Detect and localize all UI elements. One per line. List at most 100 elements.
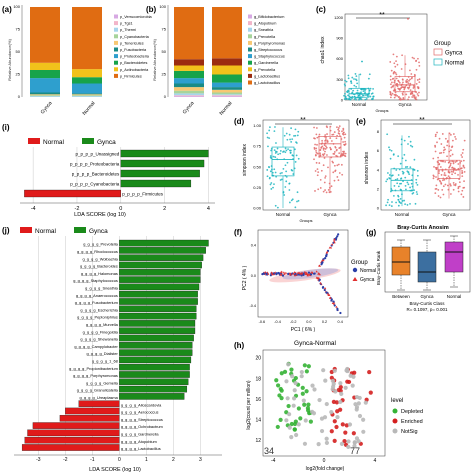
panel-c-normal-point bbox=[352, 89, 355, 92]
panel-e-normal-point bbox=[409, 186, 411, 189]
legend-label-9: p_Firmicutes bbox=[120, 74, 142, 78]
panel-h-depleted-point bbox=[289, 367, 294, 372]
panel-d-normal-point bbox=[268, 166, 271, 169]
panel-d-frame bbox=[262, 119, 350, 211]
panel-e-gynca-point bbox=[432, 157, 435, 160]
panel-d-label: (d) bbox=[234, 117, 245, 126]
panel-c-normal-point bbox=[349, 98, 351, 101]
lda-bar-ureaplasma bbox=[119, 393, 185, 400]
panel-c-normal-point bbox=[343, 83, 346, 86]
panel-c-legend-gynca: Gynca bbox=[445, 51, 463, 57]
panel-d-gynca-point bbox=[344, 140, 347, 143]
panel-f-ytick: 0.0 bbox=[251, 274, 256, 278]
panel-c-gynca-point bbox=[412, 87, 415, 89]
panel-h-enriched-point bbox=[351, 431, 356, 436]
panel-i: (i) Normal Gynca p_p_p_p_Unassignedp_p_p… bbox=[2, 123, 215, 218]
panel-c-gynca-point bbox=[415, 68, 418, 71]
panel-c-gynca-point bbox=[415, 98, 418, 101]
panel-e-normal-point bbox=[405, 188, 407, 191]
panel-e-normal-point bbox=[396, 182, 399, 185]
panel-b-bars bbox=[174, 7, 242, 97]
panel-b-tick-100: 100 bbox=[159, 4, 166, 9]
panel-c-normal-point bbox=[356, 82, 359, 85]
panel-c-gynca-point bbox=[389, 61, 392, 63]
panel-d-gynca-point bbox=[329, 190, 332, 193]
panel-b-ticks: 0 25 50 75 100 bbox=[159, 4, 166, 99]
panel-c-normal-point bbox=[360, 91, 362, 94]
panel-d-gynca-point bbox=[322, 164, 325, 167]
panel-h-enriched-point bbox=[331, 399, 336, 405]
panel-c-gynca-point bbox=[414, 97, 417, 100]
panel-h-depleted-point bbox=[304, 369, 309, 374]
lda-label-campylobacter: g_g_g_g_Campylobacter bbox=[74, 344, 118, 349]
panel-e-normal-point bbox=[406, 165, 409, 168]
panel-d-normal-point bbox=[268, 177, 271, 180]
lda-bar-lactobacillus bbox=[21, 444, 120, 451]
panel-c-normal-point bbox=[354, 78, 357, 81]
panel-h-enriched-point bbox=[342, 438, 347, 444]
panel-h-notsig-point bbox=[357, 413, 363, 419]
panel-d-gynca-point bbox=[336, 164, 339, 167]
panel-e-ticks: 0 2 4 6 8 bbox=[377, 129, 380, 210]
panel-c-normal-point bbox=[347, 94, 349, 97]
panel-e-gynca-point bbox=[441, 133, 444, 135]
panel-c-gynca-point bbox=[407, 82, 410, 85]
stacked-segment-normal-5 bbox=[72, 93, 102, 95]
panel-c-gynca-point bbox=[411, 76, 413, 79]
panel-h-depleted-point bbox=[275, 383, 281, 388]
panel-f-gynca-point bbox=[282, 271, 286, 274]
panel-h-notsig-point bbox=[310, 383, 315, 388]
legend-swatch-10 bbox=[248, 80, 252, 85]
panel-d-normal-point bbox=[266, 132, 268, 135]
panel-e-normal-point bbox=[388, 174, 391, 176]
panel-e-gynca-point bbox=[449, 183, 452, 185]
stacked-segment-normal-10 bbox=[212, 7, 242, 59]
panel-f-normal-point bbox=[321, 286, 325, 289]
panel-a-ticks: 0 25 50 75 100 bbox=[13, 4, 20, 99]
panel-h-notsig-point bbox=[335, 414, 340, 420]
panel-f-gynca-point bbox=[293, 271, 296, 274]
panel-e-gynca-point bbox=[432, 174, 435, 177]
panel-c-gynca-point bbox=[390, 81, 393, 84]
legend-label-5: p_Fusobacteria bbox=[120, 48, 147, 52]
stacked-segment-normal-0 bbox=[212, 96, 242, 97]
panel-d-ticks: 0.00 0.25 0.50 0.75 1.00 bbox=[253, 123, 262, 210]
panel-h-notsig-point bbox=[332, 368, 337, 373]
panel-d-gynca-point bbox=[324, 176, 327, 179]
panel-e-gynca-point bbox=[460, 193, 463, 196]
panel-d-gynca-point bbox=[314, 143, 316, 146]
panel-d-normal-point bbox=[296, 191, 299, 194]
panel-f-normal-point bbox=[302, 273, 305, 276]
panel-h-depleted-point bbox=[306, 364, 311, 369]
panel-d-normal-point bbox=[279, 152, 282, 155]
panel-e-normal-point bbox=[397, 174, 400, 176]
panel-c-gynca-point bbox=[402, 86, 404, 88]
panel-i-legend-normal: Normal bbox=[43, 139, 65, 146]
panel-e-normal-point bbox=[407, 183, 410, 186]
x-tick: 4 bbox=[207, 206, 210, 212]
panel-d-gynca-point bbox=[315, 151, 318, 154]
panel-e-tick: 6 bbox=[377, 148, 380, 153]
panel-d-gynca-point bbox=[316, 143, 318, 146]
legend-label-6: p_Proteobacteria bbox=[120, 55, 150, 59]
panel-e-gynca-point bbox=[446, 144, 449, 147]
panel-c-normal-point bbox=[360, 98, 363, 101]
panel-d-gynca-point bbox=[322, 148, 325, 151]
panel-d-gynca-point bbox=[323, 181, 326, 184]
panel-d-gynca-point bbox=[341, 133, 344, 135]
panel-b-tick-25: 25 bbox=[162, 72, 167, 77]
stacked-segment-normal-7 bbox=[212, 74, 242, 83]
panel-c-gynca-point bbox=[416, 93, 419, 95]
panel-d-gynca-point bbox=[344, 133, 347, 136]
panel-e-gynca-point bbox=[443, 178, 446, 181]
panel-f-gynca-point bbox=[318, 273, 321, 276]
panel-e-gynca-point bbox=[442, 185, 445, 188]
panel-c-gynca-point bbox=[408, 79, 410, 82]
panel-h-notsig-point bbox=[287, 425, 292, 430]
legend-swatch-3 bbox=[114, 34, 118, 39]
lda-label-wolbachia: g_g_g_g_Wolbachia bbox=[82, 256, 118, 261]
panel-d-normal-point bbox=[284, 164, 287, 167]
panel-e-gynca-point bbox=[450, 149, 452, 152]
panel-d-gynca-point bbox=[327, 189, 330, 191]
panel-e-gynca-point bbox=[452, 182, 455, 184]
